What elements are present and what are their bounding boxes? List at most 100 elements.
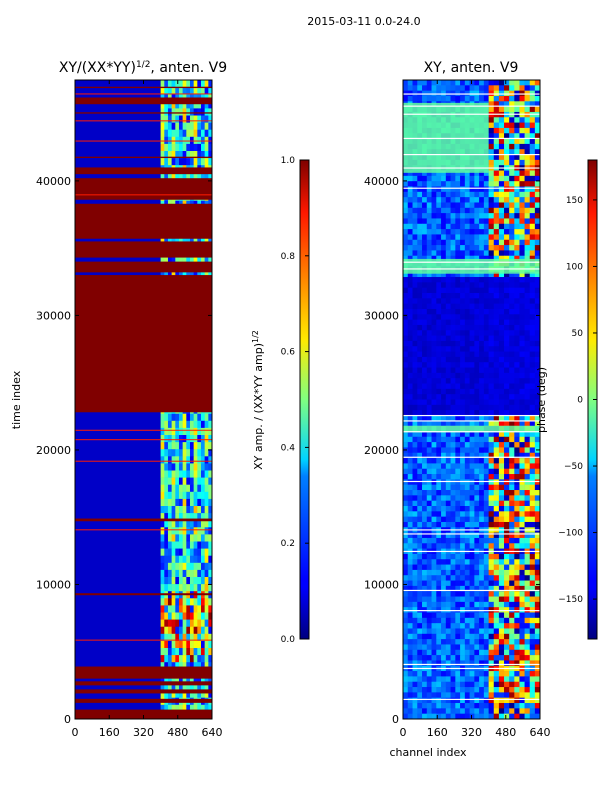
- right-heatmap-cell: [529, 383, 536, 390]
- left-heatmap-cell: [160, 633, 165, 642]
- right-heatmap-cell: [509, 415, 515, 422]
- left-heatmap-cell: [193, 420, 198, 429]
- right-heatmap-cell: [519, 383, 525, 390]
- right-heatmap-cell: [514, 234, 520, 241]
- right-heatmap-cell: [431, 223, 437, 230]
- right-heatmap-cell: [509, 335, 515, 342]
- left-heatmap-cell: [160, 548, 165, 556]
- right-heatmap-cell: [464, 293, 470, 299]
- right-heatmap-cell: [441, 628, 447, 635]
- right-heatmap-cell: [498, 506, 505, 512]
- right-heatmap-cell: [493, 537, 500, 544]
- right-heatmap-cell: [464, 553, 470, 560]
- right-heatmap-cell: [524, 117, 531, 123]
- right-heatmap-cell: [412, 585, 418, 592]
- right-heatmap-cell: [474, 404, 480, 411]
- right-heatmap-cell: [469, 223, 475, 230]
- right-heatmap-cell: [450, 537, 456, 544]
- right-heatmap-cell: [426, 484, 432, 491]
- right-heatmap-cell: [412, 239, 418, 246]
- right-flag-line: [403, 105, 540, 107]
- left-heatmap-cell: [200, 491, 205, 500]
- right-heatmap-cell: [529, 521, 536, 528]
- right-heatmap-cell: [412, 404, 418, 411]
- right-heatmap-cell: [431, 575, 437, 581]
- right-heatmap-cell: [474, 277, 480, 283]
- right-heatmap-cell: [504, 277, 510, 283]
- right-heatmap-cell: [417, 623, 423, 629]
- right-heatmap-cell: [534, 431, 540, 438]
- right-heatmap-cell: [529, 127, 536, 134]
- left-heatmap-cell: [178, 101, 183, 109]
- right-heatmap-cell: [509, 660, 515, 667]
- right-heatmap-cell: [403, 490, 409, 496]
- right-heatmap-cell: [488, 601, 495, 608]
- left-heatmap-cell: [186, 577, 191, 585]
- left-heatmap-cell: [186, 427, 191, 436]
- right-heatmap-cell: [509, 213, 515, 219]
- right-heatmap-cell: [450, 521, 456, 528]
- right-heatmap-cell: [504, 127, 510, 134]
- right-heatmap-cell: [504, 404, 510, 411]
- right-heatmap-cell: [445, 676, 451, 683]
- left-heatmap-cell: [164, 236, 169, 244]
- right-heatmap-cell: [450, 591, 456, 597]
- left-heatmap-cell: [197, 172, 202, 180]
- right-heatmap-cell: [504, 612, 510, 619]
- right-heatmap-cell: [488, 346, 495, 352]
- left-heatmap-cell: [208, 413, 212, 422]
- right-heatmap-cell: [422, 458, 428, 464]
- right-heatmap-cell: [422, 95, 428, 102]
- right-y-tick-label: 40000: [364, 175, 399, 188]
- left-heatmap-cell: [164, 683, 169, 691]
- right-heatmap-cell: [412, 596, 418, 603]
- right-heatmap-cell: [422, 250, 428, 257]
- right-heatmap-cell: [431, 628, 437, 635]
- right-heatmap-cell: [464, 585, 470, 592]
- right-heatmap-cell: [417, 687, 423, 693]
- right-heatmap-cell: [529, 500, 536, 507]
- right-heatmap-cell: [474, 713, 480, 719]
- right-heatmap-cell: [514, 596, 520, 603]
- right-heatmap-cell: [445, 362, 451, 368]
- right-heatmap-cell: [493, 340, 500, 347]
- left-heatmap-cell: [200, 108, 205, 116]
- right-heatmap-cell: [493, 655, 500, 661]
- right-heatmap-cell: [519, 585, 525, 592]
- right-heatmap-cell: [474, 207, 480, 214]
- right-heatmap-cell: [469, 239, 475, 246]
- right-heatmap-cell: [509, 346, 515, 352]
- left-heatmap-cell: [197, 619, 202, 627]
- right-heatmap-cell: [519, 255, 525, 262]
- right-heatmap-cell: [460, 191, 466, 198]
- left-heatmap-cell: [160, 541, 165, 549]
- right-heatmap-cell: [504, 239, 510, 246]
- left-heatmap-cell: [197, 498, 202, 507]
- left-saturated-band: [75, 241, 212, 258]
- right-heatmap-cell: [412, 671, 418, 677]
- right-heatmap-cell: [460, 303, 466, 310]
- left-heatmap-cell: [189, 577, 194, 585]
- left-heatmap-cell: [182, 676, 187, 684]
- right-heatmap-cell: [403, 255, 409, 262]
- right-heatmap-cell: [469, 308, 475, 315]
- right-heatmap-cell: [474, 229, 480, 235]
- right-heatmap-cell: [412, 713, 418, 719]
- right-heatmap-cell: [426, 287, 432, 294]
- left-heatmap-cell: [175, 690, 180, 698]
- right-heatmap-cell: [417, 692, 423, 698]
- right-heatmap-cell: [509, 314, 515, 320]
- left-heatmap-cell: [171, 136, 176, 145]
- right-heatmap-cell: [514, 660, 520, 667]
- right-heatmap-cell: [479, 585, 485, 592]
- right-heatmap-cell: [403, 681, 409, 688]
- left-heatmap-cell: [197, 470, 202, 478]
- right-heatmap-cell: [479, 516, 485, 523]
- right-heatmap-cell: [498, 133, 505, 139]
- right-heatmap-cell: [498, 170, 505, 177]
- right-heatmap-cell: [426, 447, 432, 454]
- right-heatmap-cell: [431, 234, 437, 241]
- right-heatmap-cell: [474, 649, 480, 656]
- right-flag-line: [403, 167, 540, 169]
- right-heatmap-cell: [426, 175, 432, 182]
